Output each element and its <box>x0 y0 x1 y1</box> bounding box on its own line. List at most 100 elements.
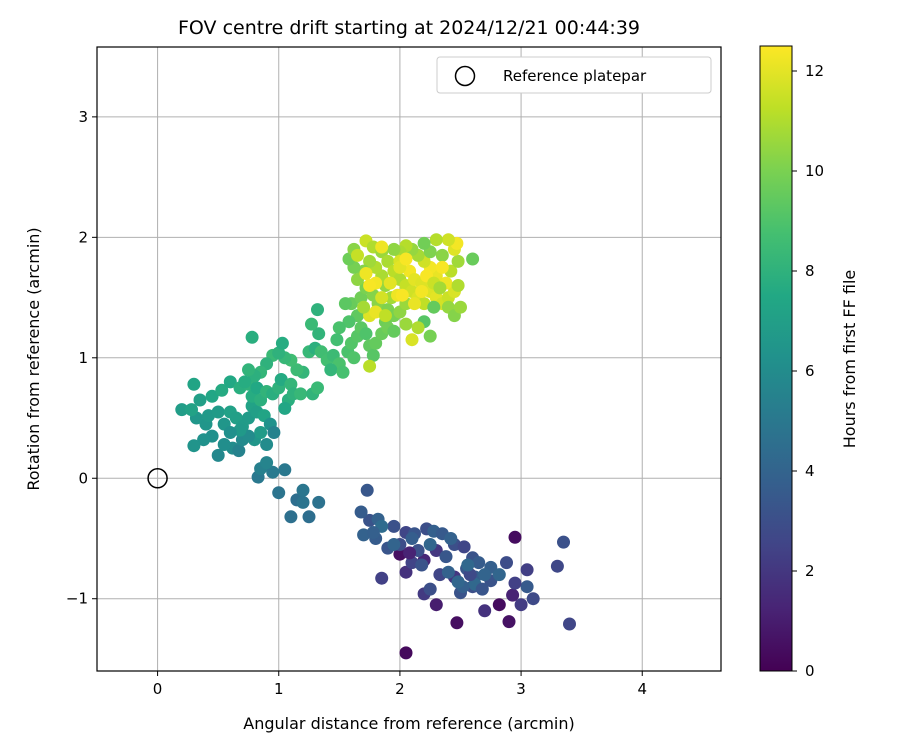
data-point <box>217 438 231 451</box>
x-tick-label: 4 <box>637 680 647 698</box>
y-tick-label: 3 <box>78 108 88 126</box>
data-point <box>332 321 346 335</box>
data-point <box>508 530 522 544</box>
data-point <box>461 558 475 572</box>
data-point <box>478 604 492 618</box>
data-point <box>393 547 407 561</box>
data-point <box>387 538 401 551</box>
data-point <box>433 281 447 295</box>
x-tick-label: 3 <box>516 680 526 698</box>
data-point <box>466 252 480 266</box>
data-point <box>267 426 281 439</box>
data-point <box>387 242 401 256</box>
colorbar-tick-label: 0 <box>805 662 815 680</box>
data-point <box>441 233 455 247</box>
data-point <box>223 426 237 439</box>
data-point <box>399 565 413 579</box>
data-point <box>439 550 453 564</box>
data-point <box>520 563 534 577</box>
data-point <box>232 444 246 458</box>
colorbar-tick-label: 10 <box>805 162 824 180</box>
data-points <box>175 233 576 660</box>
data-point <box>338 297 352 311</box>
data-point <box>312 327 326 341</box>
colorbar-tick-label: 8 <box>805 262 815 280</box>
data-point <box>342 315 356 329</box>
x-tick-label: 1 <box>274 680 284 698</box>
reference-platepar-marker <box>147 468 168 489</box>
data-point <box>451 254 465 268</box>
data-point <box>275 336 289 350</box>
data-point <box>378 309 392 323</box>
data-point <box>454 300 467 314</box>
data-point <box>359 327 373 341</box>
data-point <box>311 381 324 395</box>
data-point <box>387 324 401 338</box>
data-point <box>492 598 506 612</box>
data-point <box>312 495 326 509</box>
data-point <box>211 405 225 419</box>
data-point <box>550 559 564 573</box>
data-point <box>381 254 395 268</box>
data-point <box>272 486 286 500</box>
data-point <box>375 571 389 585</box>
plot-frame <box>96 46 722 672</box>
data-point <box>363 279 377 292</box>
y-tick-label: 1 <box>78 349 88 367</box>
data-point <box>508 576 522 590</box>
data-point <box>223 375 237 389</box>
data-point <box>475 582 489 596</box>
data-point <box>175 403 189 417</box>
data-point <box>450 616 464 630</box>
data-point <box>278 463 292 477</box>
colorbar-tick-label: 12 <box>805 62 824 80</box>
x-axis-ticks: 0 1 2 3 4 <box>153 671 647 698</box>
data-point <box>429 598 443 612</box>
data-point <box>363 254 377 268</box>
data-point <box>366 526 380 539</box>
data-point <box>427 300 441 314</box>
data-point <box>233 423 247 437</box>
data-point <box>302 510 316 524</box>
data-point <box>185 403 198 417</box>
data-point <box>435 248 449 262</box>
data-point <box>563 617 576 631</box>
colorbar-tick-label: 6 <box>805 362 815 380</box>
data-point <box>502 615 516 629</box>
data-point <box>369 336 383 350</box>
data-point <box>441 565 455 579</box>
data-point <box>193 393 207 407</box>
data-point <box>260 438 274 451</box>
data-point <box>451 575 465 589</box>
data-point <box>360 483 374 497</box>
data-point <box>417 236 431 250</box>
x-tick-label: 0 <box>153 680 163 698</box>
data-point <box>336 365 350 379</box>
data-point <box>399 252 413 266</box>
colorbar: 0 2 4 6 8 10 12 Hours from first FF file <box>759 45 859 680</box>
y-tick-label: 2 <box>78 228 88 246</box>
legend: Reference platepar <box>436 56 712 94</box>
data-point <box>330 333 344 347</box>
data-point <box>254 426 268 439</box>
y-axis-ticks: −1 0 1 2 3 <box>66 108 97 608</box>
colorbar-tick-label: 4 <box>805 462 815 480</box>
data-point <box>294 387 308 401</box>
y-axis-label: Rotation from reference (arcmin) <box>24 227 43 490</box>
data-point <box>197 433 211 447</box>
data-point <box>290 363 304 377</box>
data-point <box>284 510 298 524</box>
data-point <box>383 276 397 290</box>
grid-lines <box>97 47 721 671</box>
legend-box <box>436 56 712 94</box>
data-point <box>375 240 389 254</box>
data-point <box>296 495 310 509</box>
data-point <box>492 568 506 582</box>
colorbar-gradient <box>759 45 793 672</box>
data-point <box>415 285 429 298</box>
data-point <box>347 351 361 365</box>
data-point <box>296 483 310 497</box>
data-point <box>357 528 371 542</box>
data-point <box>451 279 465 292</box>
